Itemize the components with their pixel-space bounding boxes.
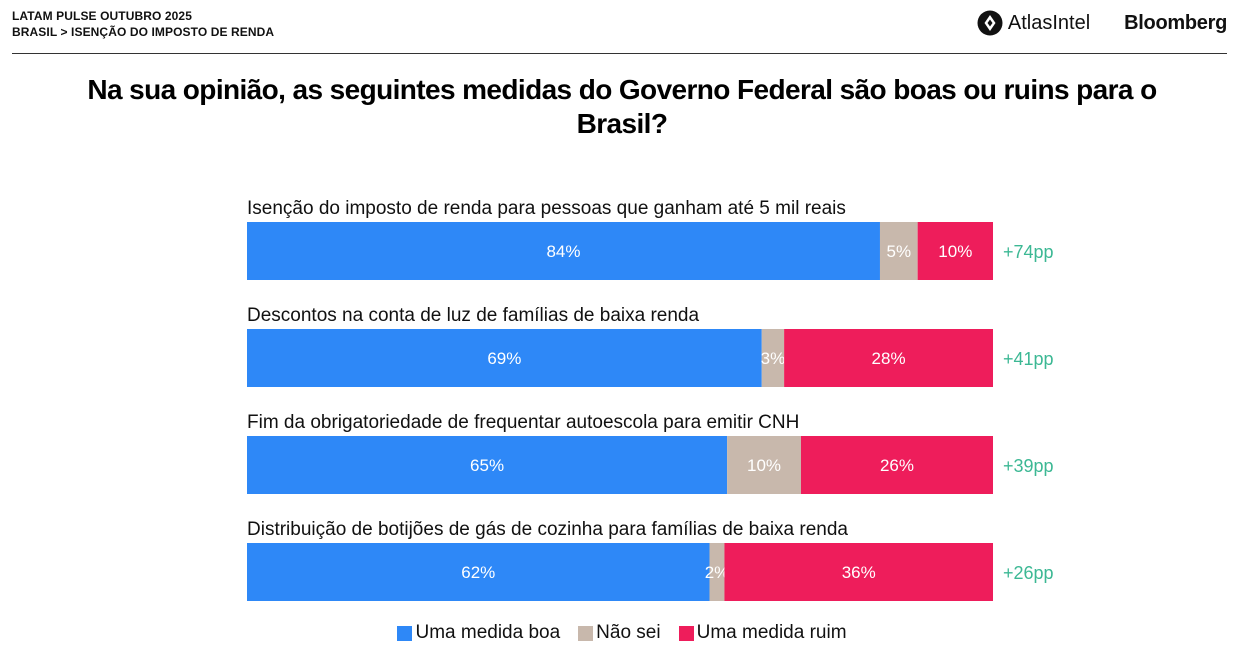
bar-row: Isenção do imposto de renda para pessoas… <box>247 198 1054 280</box>
legend-item-good: Uma medida boa <box>397 622 560 644</box>
chart-title: Na sua opinião, as seguintes medidas do … <box>87 74 1157 139</box>
atlasintel-wordmark: AtlasIntel <box>1007 11 1091 34</box>
bar-segment-good <box>247 222 880 280</box>
legend-swatch-unsure <box>578 625 594 641</box>
data-label-bad: 36% <box>842 563 876 582</box>
data-label-unsure: 5% <box>887 242 912 261</box>
data-label-unsure: 3% <box>761 349 786 368</box>
report-header: LATAM PULSE OUTUBRO 2025 BRASIL > ISENÇÃ… <box>12 8 274 40</box>
data-label-bad: 10% <box>938 242 972 261</box>
report-name: LATAM PULSE OUTUBRO 2025 <box>12 9 192 23</box>
bar-segment-unsure <box>879 222 918 280</box>
bar-segment-good <box>247 329 762 387</box>
data-label-unsure: 10% <box>747 456 781 475</box>
bloomberg-logo: Bloomberg <box>1124 11 1227 34</box>
bar-segment-bad <box>800 436 993 494</box>
data-label-bad: 28% <box>872 349 906 368</box>
data-label-good: 84% <box>546 242 580 261</box>
legend-label-unsure: Não sei <box>596 622 661 643</box>
data-label-good: 69% <box>487 349 521 368</box>
legend-label-bad: Uma medida ruim <box>696 622 847 643</box>
category-label: Isenção do imposto de renda para pessoas… <box>247 198 846 219</box>
legend-item-bad: Uma medida ruim <box>678 622 847 644</box>
net-score-label: +39pp <box>1003 456 1054 476</box>
net-score-label: +74pp <box>1003 242 1054 262</box>
atlasintel-logo-icon <box>977 10 1003 36</box>
bar-segment-bad <box>917 222 993 280</box>
net-score-label: +41pp <box>1003 349 1054 369</box>
legend-swatch-good <box>397 625 413 641</box>
data-label-bad: 26% <box>880 456 914 475</box>
data-label-unsure: 2% <box>705 563 730 582</box>
legend-item-unsure: Não sei <box>578 622 661 644</box>
category-label: Distribuição de botijões de gás de cozin… <box>247 519 848 540</box>
category-label: Fim da obrigatoriedade de frequentar aut… <box>247 412 799 433</box>
bar-row: Descontos na conta de luz de famílias de… <box>247 305 1054 387</box>
net-score-label: +26pp <box>1003 563 1054 583</box>
atlasintel-logo: AtlasIntel <box>977 10 1090 36</box>
bar-segment-good <box>247 436 728 494</box>
legend-swatch-bad <box>678 625 694 641</box>
brand-logos: AtlasIntel Bloomberg <box>977 10 1227 36</box>
category-label: Descontos na conta de luz de famílias de… <box>247 305 699 326</box>
bar-segment-bad <box>724 543 993 601</box>
data-label-good: 62% <box>461 563 495 582</box>
bar-row: Distribuição de botijões de gás de cozin… <box>247 519 1054 601</box>
header-divider <box>12 53 1227 54</box>
legend-label-good: Uma medida boa <box>415 622 561 643</box>
bar-segment-good <box>247 543 710 601</box>
bar-segment-unsure <box>709 543 725 601</box>
bar-segment-unsure <box>761 329 785 387</box>
breadcrumb: BRASIL > ISENÇÃO DO IMPOSTO DE RENDA <box>12 25 275 39</box>
data-label-good: 65% <box>470 456 504 475</box>
bar-segment-bad <box>784 329 993 387</box>
bar-row: Fim da obrigatoriedade de frequentar aut… <box>247 412 1054 494</box>
bar-segment-unsure <box>727 436 801 494</box>
chart-legend: Uma medida boa Não sei Uma medida ruim <box>0 622 1244 644</box>
